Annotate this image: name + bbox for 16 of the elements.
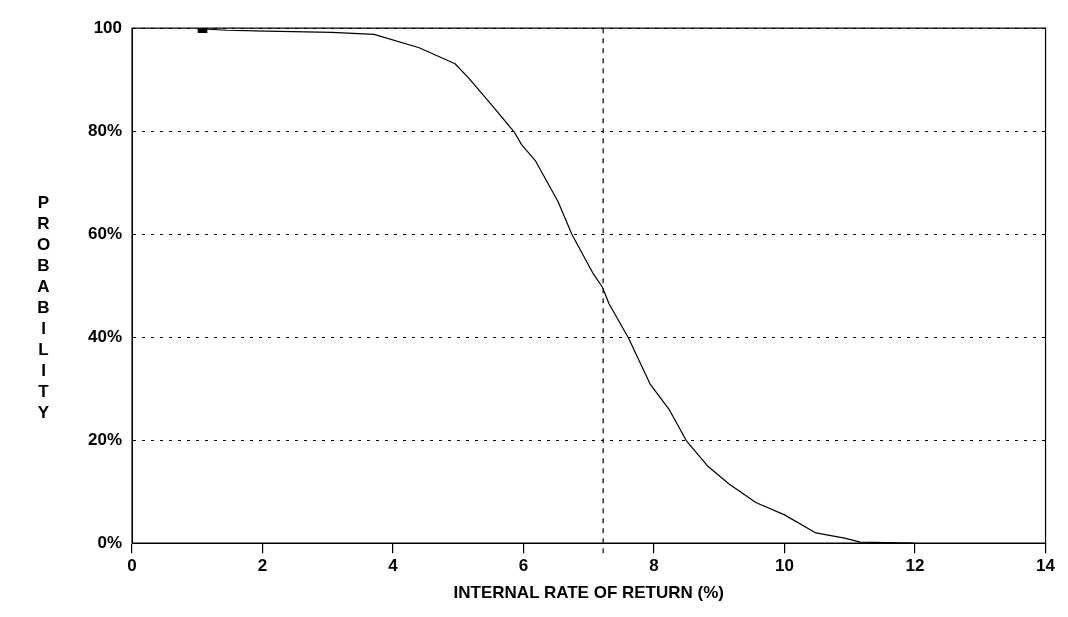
y-axis-title: PROBABILITY [33,192,53,424]
x-tick-label: 2 [257,556,268,576]
y-tick-label: 100 [93,17,123,37]
y-tick-label: 0% [97,532,123,552]
y-tick-label: 60% [87,223,123,243]
y-tick-label: 20% [87,429,123,449]
y-tick-label: 80% [87,120,123,140]
x-tick-label: 4 [388,556,399,576]
x-tick-label: 10 [775,556,794,576]
y-tick-label: 40% [87,326,123,346]
x-tick-label: 6 [518,556,529,576]
x-tick-label: 12 [905,556,925,576]
x-axis-title: INTERNAL RATE OF RETURN (%) [453,583,724,603]
x-tick-label: 8 [649,556,659,576]
x-tick-label: 14 [1036,556,1056,576]
x-tick-label: 0 [127,556,137,576]
